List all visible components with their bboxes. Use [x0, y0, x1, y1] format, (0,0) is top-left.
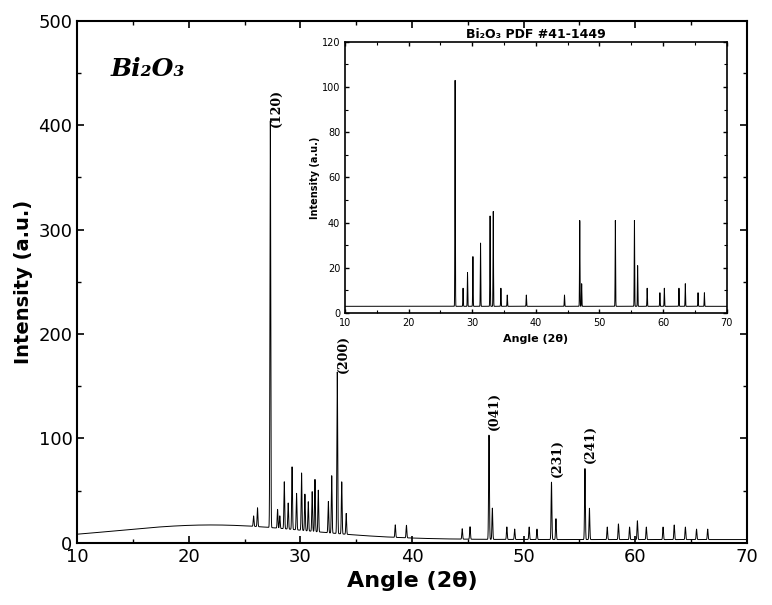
Text: (041): (041)	[488, 392, 501, 430]
Text: (241): (241)	[584, 425, 597, 463]
Text: (231): (231)	[550, 439, 564, 477]
Text: (200): (200)	[337, 335, 350, 373]
Text: Bi₂O₃: Bi₂O₃	[110, 57, 185, 82]
X-axis label: Angle (2θ): Angle (2θ)	[347, 571, 477, 591]
Y-axis label: Intensity (a.u.): Intensity (a.u.)	[14, 200, 33, 364]
Text: (120): (120)	[269, 89, 283, 127]
